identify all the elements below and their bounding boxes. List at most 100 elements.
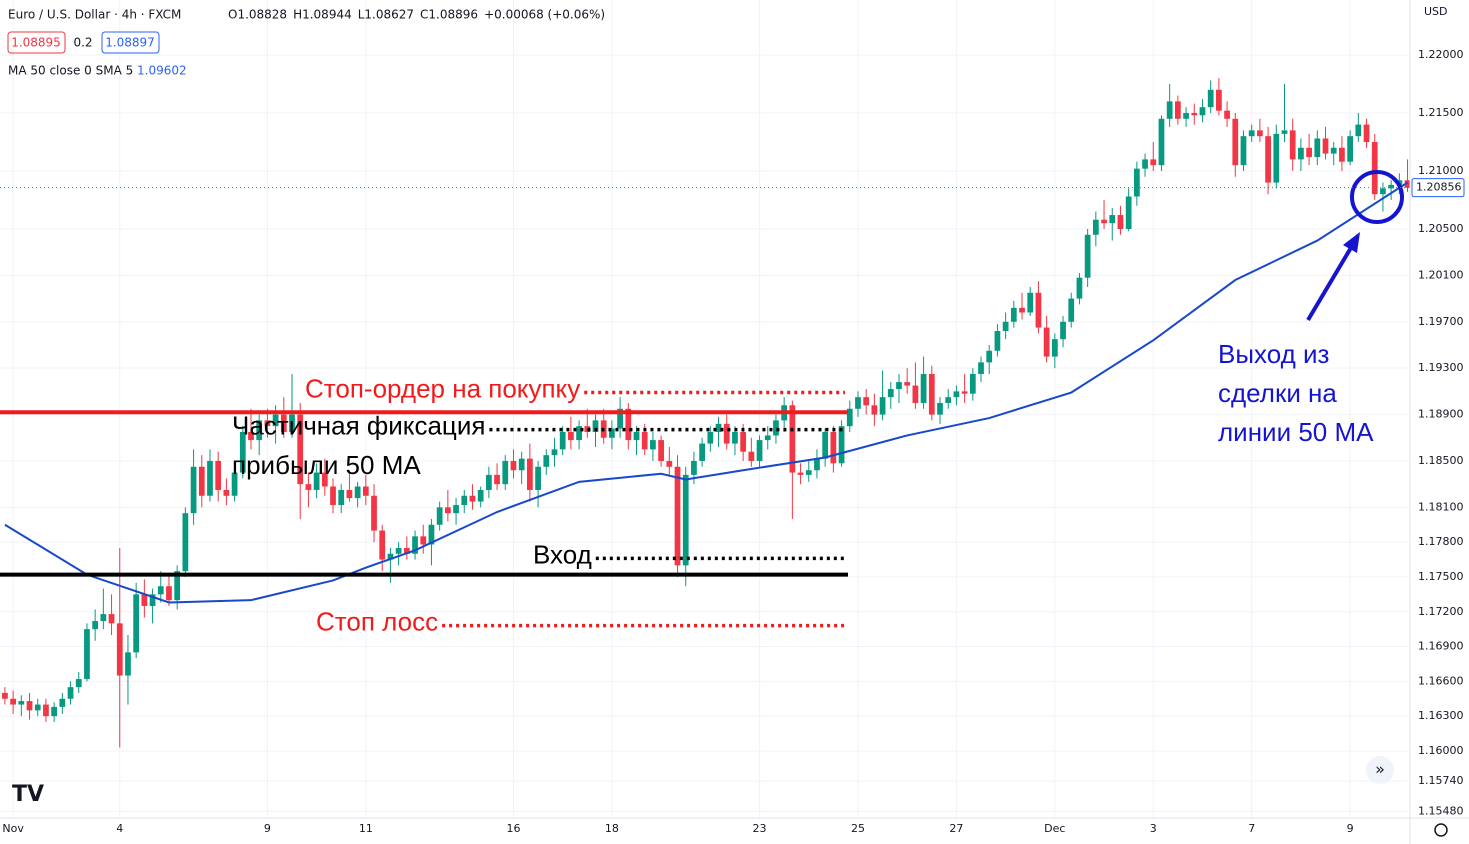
candle-body [1216, 89, 1222, 111]
candle-body [682, 474, 689, 566]
candle-body [428, 524, 435, 545]
candle-body [1133, 168, 1140, 197]
candle-body [559, 431, 566, 450]
candle-body [1339, 147, 1345, 162]
candle-body [1363, 124, 1370, 142]
candle-body [10, 698, 16, 705]
candle-body [1207, 89, 1214, 108]
candle-body [535, 466, 541, 490]
indicator: MA 50 close 0 SMA 5 [8, 64, 133, 78]
level-label: Частичная фиксация [232, 411, 485, 441]
candle-body [863, 397, 870, 406]
x-tick-label: Dec [1044, 822, 1065, 835]
candle-body [2, 692, 8, 699]
candle-body [330, 486, 336, 506]
candle-body [157, 586, 164, 595]
level-label: Вход [533, 539, 592, 569]
candle-body [59, 698, 66, 707]
candle-body [1051, 339, 1058, 357]
candle-body [1281, 130, 1288, 134]
x-tick-label: 4 [116, 822, 123, 835]
candle-body [871, 405, 878, 415]
candle-body [1224, 110, 1230, 119]
candle-body [338, 489, 345, 506]
candle-body [994, 331, 1001, 351]
candle-body [494, 474, 500, 485]
candle-body [1380, 188, 1386, 195]
x-tick-label: 16 [506, 822, 520, 835]
candle-body [740, 431, 747, 452]
candle-body [1150, 159, 1157, 166]
exit-note: сделки на [1218, 378, 1337, 408]
candle-body [1060, 321, 1066, 340]
candle-body [149, 594, 156, 606]
candle-body [43, 704, 49, 717]
candle-body [264, 420, 271, 427]
last-price-label: 1.20856 [1416, 181, 1462, 194]
x-tick-label: 25 [851, 822, 865, 835]
candle-body [174, 571, 181, 601]
candle-body [305, 484, 312, 490]
candle-body [691, 460, 697, 475]
candle-body [1330, 147, 1337, 154]
candle-body [1347, 136, 1353, 162]
exit-circle [1350, 170, 1404, 224]
x-tick-label: 23 [753, 822, 767, 835]
candle-body [904, 382, 911, 386]
candle-body [912, 385, 919, 403]
y-tick-label: 1.16000 [1418, 744, 1464, 757]
spread: 0.2 [73, 36, 92, 50]
candle-body [1027, 292, 1034, 313]
last-price-box [1411, 178, 1465, 198]
candle-body [469, 495, 476, 502]
candle-body [1035, 292, 1042, 328]
candle-body [371, 495, 377, 531]
candle-body [568, 431, 574, 441]
candle-body [978, 362, 984, 374]
candle-body [723, 423, 730, 444]
candle-body [969, 373, 976, 394]
candle-body [822, 431, 829, 459]
candle-body [1019, 307, 1025, 313]
candle-body [666, 460, 673, 467]
candle-body [797, 472, 804, 475]
candle-body [256, 420, 263, 441]
note: прибыли 50 MA [232, 450, 421, 480]
candle-body [1314, 138, 1321, 158]
x-tick-label: 3 [1150, 822, 1157, 835]
y-tick-label: 1.18100 [1418, 500, 1464, 513]
scroll-icon[interactable]: » [1375, 760, 1385, 779]
candle-body [928, 373, 935, 415]
ask: 1.08897 [105, 36, 155, 50]
y-tick-label: 1.18900 [1418, 408, 1464, 421]
candle-body [830, 431, 837, 464]
y-tick-label: 1.21500 [1418, 106, 1464, 119]
indicator-value: 1.09602 [137, 64, 187, 78]
x-tick-label: 9 [1347, 822, 1354, 835]
candle-body [354, 486, 361, 499]
level-label: Стоп лосс [316, 607, 438, 637]
scroll-button[interactable] [1366, 756, 1394, 784]
candle-body [141, 594, 148, 606]
candle-body [1109, 215, 1116, 224]
settings-icon[interactable] [1434, 823, 1448, 837]
candle-body [1322, 138, 1329, 154]
candle-body [945, 397, 952, 403]
candle-body [953, 391, 960, 398]
y-tick-label: 1.20500 [1418, 222, 1464, 235]
candle-body [75, 679, 82, 688]
candle-body [732, 431, 738, 444]
candle-body [289, 414, 295, 432]
y-tick-label: 1.16600 [1418, 674, 1464, 687]
candle-body [420, 536, 427, 545]
candle-body [592, 420, 599, 432]
candle-body [1388, 184, 1395, 189]
candle-body [92, 621, 99, 630]
quote-item: C1.08896 [420, 8, 478, 22]
candle-body [313, 472, 320, 490]
candle-body [748, 451, 755, 461]
candle-body [1092, 219, 1099, 235]
quote-item: H1.08944 [293, 8, 352, 22]
candle-body [1306, 147, 1312, 158]
